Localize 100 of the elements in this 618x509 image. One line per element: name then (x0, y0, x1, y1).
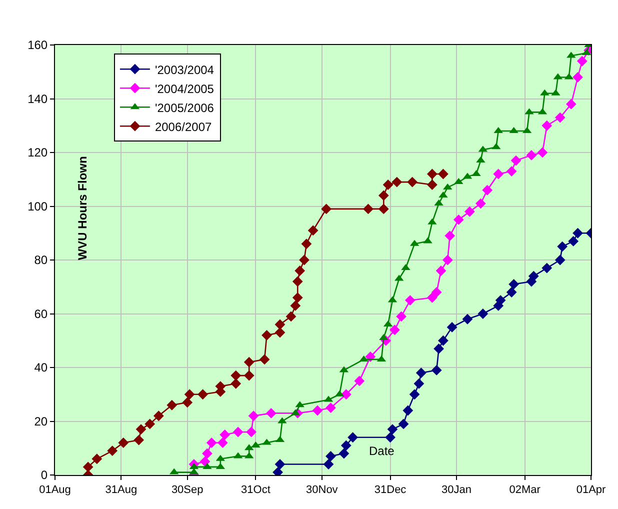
point (431, 364, 442, 376)
point (184, 389, 195, 400)
point (363, 204, 374, 214)
point (476, 198, 486, 209)
point (262, 330, 272, 340)
point (537, 147, 548, 158)
point (153, 410, 164, 422)
point (274, 319, 286, 330)
point (506, 166, 517, 177)
y-tick-label: 20 (34, 414, 48, 428)
point (348, 432, 358, 443)
point (382, 180, 394, 190)
y-tick-label: 60 (34, 306, 48, 321)
point (398, 418, 409, 430)
y-tick-label: 40 (34, 360, 48, 375)
point (557, 241, 568, 252)
point (144, 418, 156, 430)
y-tick-label: 100 (28, 199, 48, 214)
point (438, 335, 448, 346)
y-axis-title: WVU Hours Flown (75, 156, 90, 260)
point (230, 370, 242, 381)
point (462, 314, 473, 324)
x-tick-label: 31Dec (374, 484, 407, 496)
y-tick-label: 0 (40, 468, 48, 482)
point (232, 426, 244, 438)
point (414, 378, 424, 389)
point (378, 204, 389, 214)
point (244, 356, 254, 368)
point (82, 462, 94, 472)
point (387, 424, 398, 435)
point (554, 112, 566, 123)
point (478, 308, 488, 319)
point (246, 426, 257, 438)
point (576, 56, 588, 66)
point (385, 432, 396, 443)
point (404, 295, 416, 306)
point (220, 429, 230, 440)
point (286, 311, 296, 322)
point (206, 438, 217, 448)
point (378, 190, 389, 201)
point (554, 254, 566, 266)
point (340, 440, 352, 451)
y-tick-label: 120 (28, 146, 48, 160)
point (542, 120, 552, 131)
point (294, 266, 306, 276)
point (464, 206, 475, 217)
point (321, 204, 332, 214)
point (326, 450, 336, 462)
point (506, 287, 517, 298)
point (438, 168, 448, 180)
point (392, 176, 402, 188)
point (259, 354, 270, 365)
point (202, 448, 212, 459)
point (340, 389, 352, 400)
point (431, 287, 442, 298)
x-tick-label: 30Jan (441, 484, 472, 496)
x-tick-label: 01Apr (576, 484, 606, 496)
point (266, 408, 276, 418)
point (402, 405, 414, 416)
point (200, 456, 210, 467)
y-tick-label: 80 (34, 253, 48, 268)
point (292, 276, 303, 287)
point (572, 228, 583, 238)
point (299, 254, 310, 266)
point (409, 389, 420, 400)
point (244, 370, 254, 381)
point (444, 230, 456, 242)
point (528, 270, 539, 282)
point (568, 236, 579, 246)
point (198, 389, 208, 400)
point (312, 405, 323, 416)
point (526, 150, 537, 160)
point (354, 376, 365, 386)
point (166, 400, 178, 410)
x-tick-label: 31Aug (105, 484, 138, 496)
point (442, 254, 453, 266)
point (248, 410, 259, 422)
point (426, 180, 438, 190)
point (542, 262, 552, 274)
point (572, 72, 583, 82)
x-tick-label: 30Sep (171, 484, 204, 496)
legend-label: 2006/2007 (154, 120, 212, 134)
point (107, 446, 118, 456)
x-tick-label: 02Mar (509, 484, 541, 496)
point (436, 266, 446, 276)
legend-label: '2003/2004 (154, 62, 214, 77)
legend-label: '2004/2005 (154, 82, 214, 96)
point (407, 176, 418, 188)
legend-label: '2005/2006 (154, 100, 214, 115)
point (416, 368, 426, 378)
point (365, 352, 376, 362)
point (434, 343, 444, 354)
point (230, 378, 242, 389)
x-tick-label: 01Aug (39, 484, 71, 496)
point (426, 168, 438, 180)
point (510, 155, 522, 166)
point (134, 434, 144, 446)
point (92, 454, 102, 464)
point (396, 311, 406, 322)
point (217, 438, 228, 448)
